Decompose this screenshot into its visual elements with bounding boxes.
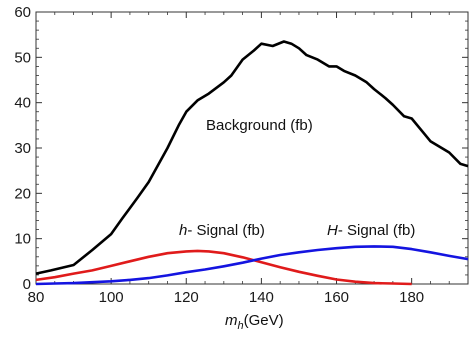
y-tick-label: 10 bbox=[14, 231, 31, 248]
x-tick-label: 80 bbox=[28, 289, 45, 306]
H-signal-rest: - Signal (fb) bbox=[338, 222, 416, 239]
x-tick-label: 120 bbox=[174, 289, 199, 306]
y-axis-ticks: 0 10 20 30 40 50 60 bbox=[14, 4, 468, 293]
background-annotation: Background (fb) bbox=[206, 117, 313, 134]
y-tick-label: 20 bbox=[14, 185, 31, 202]
y-tick-label: 40 bbox=[14, 95, 31, 112]
x-tick-label: 180 bbox=[399, 289, 424, 306]
H-signal-italic: H bbox=[327, 222, 338, 239]
x-tick-label: 160 bbox=[324, 289, 349, 306]
h-signal-rest: - Signal (fb) bbox=[187, 222, 265, 239]
h-signal-line bbox=[35, 249, 412, 286]
x-axis-label-unit: (GeV) bbox=[244, 312, 284, 329]
y-tick-label: 60 bbox=[14, 4, 31, 21]
y-tick-label: 30 bbox=[14, 140, 31, 157]
H-signal-line bbox=[35, 245, 469, 286]
x-tick-label: 100 bbox=[99, 289, 124, 306]
x-axis-label-main: m bbox=[225, 312, 238, 329]
H-signal-annotation: H- Signal (fb) bbox=[327, 222, 415, 239]
h-signal-annotation: h- Signal (fb) bbox=[179, 222, 265, 239]
x-tick-label: 140 bbox=[249, 289, 274, 306]
x-axis-ticks: 80 100 120 140 160 180 bbox=[28, 12, 469, 306]
x-axis-label: mh(GeV) bbox=[225, 312, 284, 332]
y-tick-label: 50 bbox=[14, 49, 31, 66]
x-axis-label-sub: h bbox=[238, 320, 244, 332]
y-tick-label: 0 bbox=[23, 276, 31, 293]
h-signal-italic: h bbox=[179, 222, 187, 239]
background-line bbox=[35, 40, 469, 275]
series-lines bbox=[35, 40, 469, 286]
